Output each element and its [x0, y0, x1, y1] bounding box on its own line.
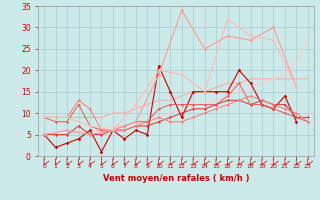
X-axis label: Vent moyen/en rafales ( km/h ): Vent moyen/en rafales ( km/h )	[103, 174, 249, 183]
